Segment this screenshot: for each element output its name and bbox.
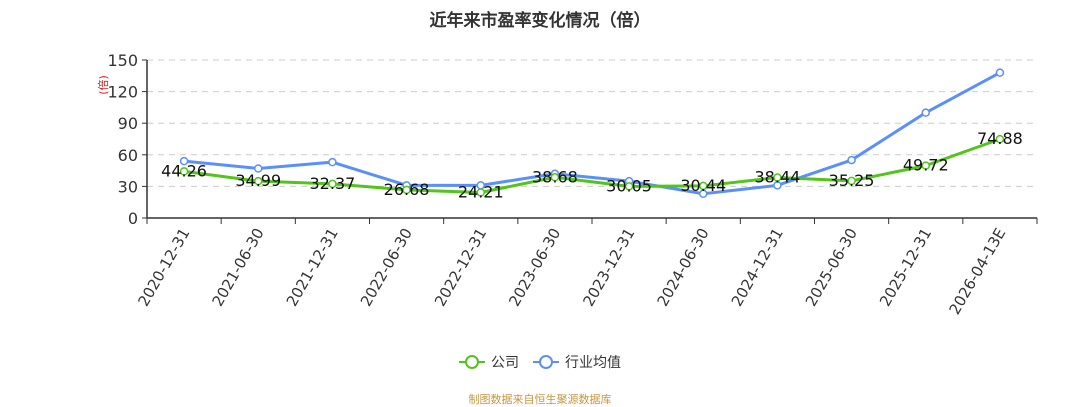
data-point[interactable] xyxy=(476,188,485,197)
data-label: 30.05 xyxy=(606,176,652,195)
legend-label: 行业均值 xyxy=(565,355,621,371)
data-label: 32.37 xyxy=(310,174,356,193)
y-tick-label: 0 xyxy=(128,209,138,228)
data-point[interactable] xyxy=(921,161,930,170)
data-point[interactable] xyxy=(624,182,634,191)
x-tick-label: 2021-06-30 xyxy=(209,225,268,310)
y-tick-label: 60 xyxy=(118,146,138,165)
data-point[interactable] xyxy=(179,167,189,176)
data-label: 24.21 xyxy=(458,182,504,201)
legend-item-industry-average[interactable]: 行业均值 xyxy=(533,352,621,372)
y-axis-label: (倍) xyxy=(96,75,110,95)
x-tick-label: 2026-04-13E xyxy=(945,225,1009,318)
data-label: 30.44 xyxy=(680,176,726,195)
x-tick-label: 2021-12-31 xyxy=(283,225,342,310)
x-tick-label: 2023-12-31 xyxy=(579,225,638,310)
data-label: 34.99 xyxy=(235,171,281,190)
x-tick-label: 2024-06-30 xyxy=(654,225,713,310)
y-tick-label: 150 xyxy=(107,51,138,70)
x-tick-label: 2020-12-31 xyxy=(134,225,193,310)
x-tick-label: 2025-12-31 xyxy=(876,225,935,310)
line-chart: 0 30 60 90 120 150 (倍) 2020-12-31 2021-06-30 2021… xyxy=(96,51,1038,318)
chart-title: 近年来市盈率变化情况（倍） xyxy=(429,11,651,31)
y-tick-label: 90 xyxy=(118,114,138,133)
data-point[interactable] xyxy=(995,68,1005,77)
data-point[interactable] xyxy=(773,173,782,182)
data-point[interactable] xyxy=(328,157,337,167)
data-label: 38.44 xyxy=(755,168,801,187)
data-label: 44.26 xyxy=(161,161,207,180)
legend-item-company[interactable]: 公司 xyxy=(459,352,519,372)
data-point[interactable] xyxy=(995,134,1005,144)
data-point[interactable] xyxy=(254,176,263,186)
legend-label: 公司 xyxy=(491,355,519,371)
data-point[interactable] xyxy=(847,155,856,165)
data-point[interactable] xyxy=(847,176,856,186)
x-tick-label: 2024-12-31 xyxy=(728,225,787,310)
data-point[interactable] xyxy=(550,173,560,182)
y-tick-label: 120 xyxy=(107,83,138,102)
data-point[interactable] xyxy=(254,164,263,173)
data-label: 35.25 xyxy=(829,171,875,190)
company-line xyxy=(183,137,1001,194)
data-label: 49.72 xyxy=(903,156,949,175)
data-point[interactable] xyxy=(402,185,411,195)
data-point[interactable] xyxy=(179,156,189,166)
data-label: 38.68 xyxy=(532,167,578,186)
x-tick-label: 2023-06-30 xyxy=(505,225,564,310)
data-point[interactable] xyxy=(699,189,708,199)
data-label: 26.68 xyxy=(384,180,430,199)
y-tick-label: 30 xyxy=(118,177,138,196)
x-tick-label: 2022-06-30 xyxy=(357,225,416,310)
data-point[interactable] xyxy=(699,181,708,191)
legend-marker-icon xyxy=(533,355,559,369)
source-note: 制图数据来自恒生聚源数据库 xyxy=(468,393,612,406)
legend-marker-icon xyxy=(459,355,485,369)
data-label: 74.88 xyxy=(977,129,1023,148)
data-point[interactable] xyxy=(921,108,930,117)
data-point[interactable] xyxy=(328,179,337,189)
x-tick-label: 2025-06-30 xyxy=(802,225,861,310)
legend: 公司 行业均值 xyxy=(0,352,1080,372)
x-tick-label: 2022-12-31 xyxy=(431,225,490,310)
data-point[interactable] xyxy=(773,181,782,190)
industry-average-line xyxy=(183,71,1001,196)
